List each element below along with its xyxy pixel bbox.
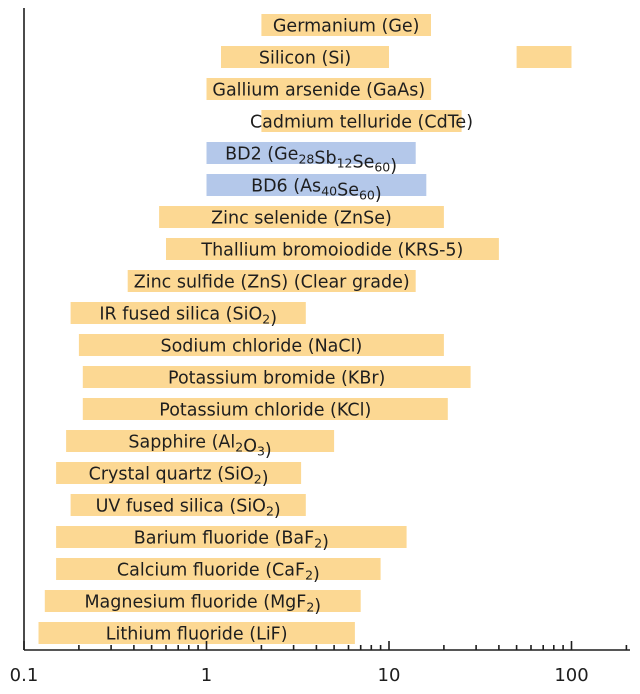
bar-bd2-ge28sb12se60 (206, 142, 416, 164)
label-uv-fused-silica-sio2: UV fused silica (SiO2) (96, 497, 281, 521)
label-gallium-arsenide-gaas: Gallium arsenide (GaAs) (212, 81, 425, 101)
x-tick-label: 10 (378, 665, 401, 686)
label-barium-fluoride-baf2: Barium fluoride (BaF2) (134, 529, 329, 553)
label-bd2-ge28sb12se60: BD2 (Ge28Sb12Se60) (225, 145, 397, 177)
label-sapphire-al2o3: Sapphire (Al2O3) (128, 433, 271, 461)
bar-bd6-as40se60 (206, 174, 427, 196)
label-cadmium-telluride-cdte: Cadmium telluride (CdTe) (250, 113, 473, 133)
label-bd6-as40se60: BD6 (As40Se60) (251, 177, 382, 205)
label-crystal-quartz-sio2: Crystal quartz (SiO2) (89, 465, 269, 489)
label-silicon-si: Silicon (Si) (259, 49, 351, 69)
bar-cadmium-telluride-cdte (261, 110, 462, 132)
label-calcium-fluoride-caf2: Calcium fluoride (CaF2) (117, 561, 320, 585)
bar-ir-fused-silica-sio2 (70, 302, 306, 324)
bar-magnesium-fluoride-mgf2 (44, 590, 361, 612)
bar-crystal-quartz-sio2 (56, 462, 302, 484)
bar-lithium-fluoride-lif (38, 622, 355, 644)
label-zinc-sulfide-zns-clear-grade: Zinc sulfide (ZnS) (Clear grade) (134, 273, 410, 293)
label-potassium-chloride-kcl: Potassium chloride (KCl) (159, 401, 371, 421)
label-magnesium-fluoride-mgf2: Magnesium fluoride (MgF2) (84, 593, 321, 617)
labels-layer: Germanium (Ge) Silicon (Si) Gallium arseni… (84, 17, 473, 645)
x-tick-label: 0.1 (10, 665, 39, 686)
x-axis: 0.1 1 10 100 (10, 8, 630, 686)
bar-sodium-chloride-nacl (78, 334, 444, 356)
bar-barium-fluoride-baf2 (56, 526, 407, 548)
bar-germanium-ge (261, 14, 431, 36)
bar-calcium-fluoride-caf2 (56, 558, 381, 580)
bar-potassium-chloride-kcl (82, 398, 448, 420)
bar-silicon-si-2 (516, 46, 572, 68)
bars-layer (38, 14, 572, 644)
label-lithium-fluoride-lif: Lithium fluoride (LiF) (106, 625, 288, 645)
label-ir-fused-silica-sio2: IR fused silica (SiO2) (99, 305, 277, 329)
bar-sapphire-al2o3 (66, 430, 335, 452)
x-tick-label: 1 (201, 665, 212, 686)
x-tick-label: 100 (554, 665, 588, 686)
label-germanium-ge: Germanium (Ge) (273, 17, 420, 37)
label-sodium-chloride-nacl: Sodium chloride (NaCl) (160, 337, 362, 357)
bar-potassium-bromide-kbr (82, 366, 471, 388)
bar-gallium-arsenide-gaas (206, 78, 432, 100)
bar-uv-fused-silica-sio2 (70, 494, 306, 516)
bar-silicon-si-1 (221, 46, 389, 68)
label-potassium-bromide-kbr: Potassium bromide (KBr) (168, 369, 385, 389)
label-zinc-selenide-znse: Zinc selenide (ZnSe) (211, 209, 392, 229)
label-thallium-bromoiodide-krs-5: Thallium bromoiodide (KRS-5) (200, 241, 463, 261)
bar-zinc-sulfide-zns-clear-grade (127, 270, 416, 292)
bar-zinc-selenide-znse (159, 206, 444, 228)
bar-thallium-bromoiodide-krs-5 (166, 238, 499, 260)
